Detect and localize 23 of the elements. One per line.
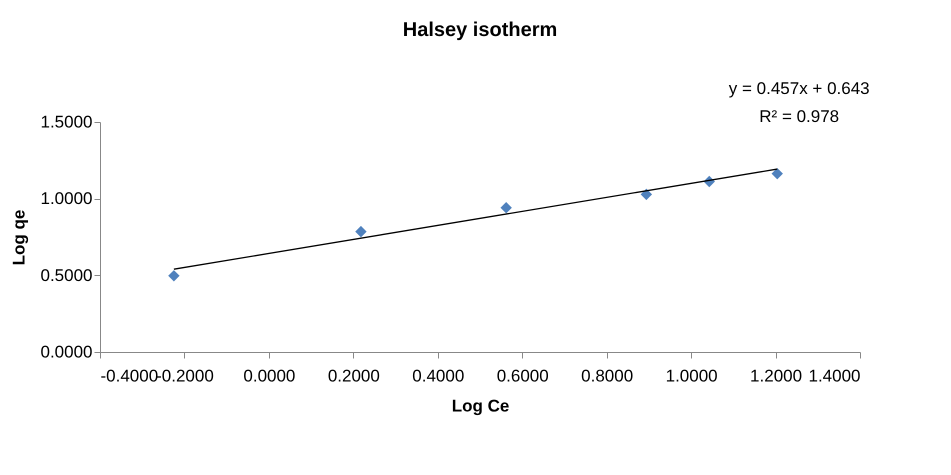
x-tick-label: 0.2000 — [328, 366, 380, 386]
y-tick-label: 1.0000 — [40, 189, 92, 208]
point — [355, 226, 367, 238]
point — [500, 202, 512, 214]
chart-title: Halsey isotherm — [402, 19, 558, 41]
x-tick-label: 0.8000 — [581, 366, 634, 386]
x-axis-title: Log Ce — [452, 396, 510, 416]
x-tick-label: 1.2000 — [750, 366, 802, 386]
y-tick-label: 0.0000 — [40, 342, 92, 362]
x-tick-label: 0.0000 — [243, 366, 296, 386]
annotation: R² = 0.978 — [759, 107, 840, 126]
text: y = 0.457x + 0.643 — [728, 79, 870, 98]
x-tick-label: 0.4000 — [412, 366, 464, 386]
y-tick-label: 0.5000 — [40, 266, 92, 285]
x-tick-label: 1.0000 — [666, 366, 718, 386]
x-tick-label: -0.2000 — [156, 366, 214, 386]
x-tick-label: 1.4000 — [808, 366, 860, 386]
y-tick-label: 1.5000 — [40, 112, 92, 132]
point — [168, 270, 180, 282]
point — [772, 168, 783, 180]
x-tick-label: -0.4000 — [100, 366, 158, 386]
y-axis-title: Log qe — [10, 210, 29, 266]
x-tick-label: 0.6000 — [496, 366, 549, 386]
